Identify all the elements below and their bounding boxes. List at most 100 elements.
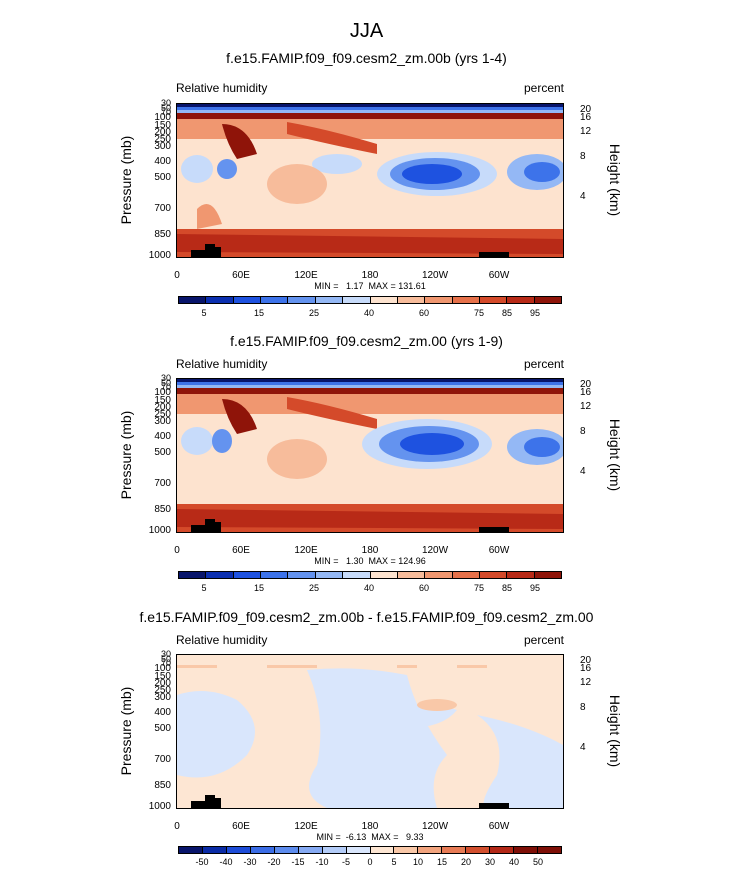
- cbar-3-label: 0: [367, 857, 373, 867]
- cbar-1-label: 25: [308, 308, 319, 318]
- panel-1-ptick-500: 500: [154, 172, 171, 183]
- panel-3-ptick-300: 300: [154, 692, 171, 703]
- cbar-1-swatch: [179, 297, 207, 303]
- panel-1-xtick-60w: 60W: [488, 270, 510, 281]
- cbar-1-label: 15: [253, 308, 264, 318]
- panel-3-ptick-1000: 1000: [148, 801, 171, 812]
- panel-1-ptick-50: 50: [160, 103, 171, 113]
- cbar-3-swatch: [418, 847, 443, 853]
- cbar-2-label: 15: [253, 583, 264, 593]
- panel-2-htick-4: 4: [580, 466, 586, 477]
- cbar-1-swatch: [370, 297, 398, 303]
- panel-3-stats: MIN = -6.13 MAX = 9.33: [316, 832, 424, 842]
- panel-1-ptick-100: 100: [154, 112, 171, 123]
- cbar-3-swatch: [442, 847, 467, 853]
- panel-3-ptick-250: 250: [154, 685, 171, 696]
- cbar-3-swatch: [250, 847, 275, 853]
- cbar-3-label: -15: [291, 857, 305, 867]
- panel-1-xtick-0: 0: [174, 270, 180, 281]
- cbar-1-swatch: [479, 297, 508, 303]
- cbar-3-label: -20: [267, 857, 281, 867]
- cbar-3-swatch: [490, 847, 515, 853]
- cbar-3-label: 5: [391, 857, 397, 867]
- cbar-2-swatch: [397, 572, 426, 578]
- panel-2-xtick-60e: 60E: [232, 545, 250, 556]
- panel-1-y2-axis-title: Height (km): [607, 143, 623, 217]
- panel-2-ptick-50: 50: [160, 378, 171, 388]
- panel-1-htick-12: 12: [580, 126, 592, 137]
- panel-2-ptick-70: 70: [160, 382, 171, 392]
- cbar-3-swatch: [370, 847, 395, 853]
- cbar-3-label: -5: [341, 857, 350, 867]
- panel-2-ptick-150: 150: [154, 395, 171, 406]
- cbar-3-label: -30: [243, 857, 257, 867]
- panel-3-y2-axis-title: Height (km): [607, 694, 623, 768]
- panel-1-ptick-top: 30: [160, 98, 171, 108]
- panel-1-ptick-700: 700: [154, 203, 171, 214]
- cbar-1-swatch: [206, 297, 234, 303]
- panel-2-ptick-700: 700: [154, 478, 171, 489]
- cbar-2-label: 60: [418, 583, 429, 593]
- panel-2-htick-12: 12: [580, 401, 592, 412]
- panel-3-ptick-150: 150: [154, 671, 171, 682]
- cbar-3-swatch: [538, 847, 561, 853]
- panel-1-htick-20: 20: [580, 104, 592, 115]
- cbar-3-label: 10: [412, 857, 423, 867]
- panel-3-xtick-0: 0: [174, 821, 180, 832]
- cbar-2-swatch: [452, 572, 480, 578]
- panel-1-ptick-400: 400: [154, 156, 171, 167]
- panel-2-plot-area: [176, 378, 564, 533]
- cbar-2-label: 5: [201, 583, 207, 593]
- panel-2-ptick-500: 500: [154, 447, 171, 458]
- cbar-2-swatch: [370, 572, 398, 578]
- panel-2-ptick-200: 200: [154, 402, 171, 413]
- cbar-2-swatch: [261, 572, 289, 578]
- panel-1-ptick-300: 300: [154, 141, 171, 152]
- panel-2-ptick-top: 30: [160, 373, 171, 383]
- cbar-1-label: 85: [501, 308, 512, 318]
- cbar-3-label: 50: [532, 857, 543, 867]
- cbar-3-swatch: [466, 847, 491, 853]
- panel-2-title: f.e15.FAMIP.f09_f09.cesm2_zm.00 (yrs 1-9…: [230, 333, 503, 349]
- panel-3-y-axis-title: Pressure (mb): [118, 686, 134, 776]
- panel-1-htick-16: 16: [580, 112, 592, 123]
- panel-2-ptick-250: 250: [154, 409, 171, 420]
- cbar-3-label: -50: [195, 857, 209, 867]
- cbar-3-swatch: [202, 847, 227, 853]
- panel-1-ptick-850: 850: [154, 229, 171, 240]
- cbar-1-swatch: [233, 297, 262, 303]
- panel-1-xtick-60e: 60E: [232, 270, 250, 281]
- panel-1-y-axis-title: Pressure (mb): [118, 135, 134, 225]
- cbar-1-swatch: [343, 297, 371, 303]
- panel-1-title: f.e15.FAMIP.f09_f09.cesm2_zm.00b (yrs 1-…: [226, 50, 507, 66]
- panel-1-plot-area: [176, 103, 564, 258]
- panel-2-y-axis-title: Pressure (mb): [118, 410, 134, 500]
- cbar-1-swatch: [425, 297, 453, 303]
- panel-3-xtick-60w: 60W: [488, 821, 510, 832]
- cbar-2-swatch: [206, 572, 234, 578]
- panel-2-stats: MIN = 1.30 MAX = 124.96: [314, 556, 426, 566]
- cbar-3-swatch: [179, 847, 203, 853]
- panel-3-ptick-100: 100: [154, 663, 171, 674]
- panel-1-stats: MIN = 1.17 MAX = 131.61: [314, 281, 426, 291]
- panel-2-xtick-0: 0: [174, 545, 180, 556]
- panel-3-colorbar: [178, 846, 562, 854]
- cbar-3-label: -40: [219, 857, 233, 867]
- panel-3-ptick-500: 500: [154, 723, 171, 734]
- panel-1-ptick-200: 200: [154, 127, 171, 138]
- cbar-2-label: 95: [529, 583, 540, 593]
- panel-3-htick-20: 20: [580, 655, 592, 666]
- cbar-3-label: 15: [436, 857, 447, 867]
- cbar-1-swatch: [452, 297, 480, 303]
- panel-1-xtick-180: 180: [361, 270, 379, 281]
- cbar-3-swatch: [322, 847, 347, 853]
- panel-1-xtick-120e: 120E: [294, 270, 318, 281]
- cbar-3-label: 30: [484, 857, 495, 867]
- panel-2-ptick-1000: 1000: [148, 525, 171, 536]
- panel-2-xtick-60w: 60W: [488, 545, 510, 556]
- cbar-1-label: 95: [529, 308, 540, 318]
- panel-3-ptick-200: 200: [154, 678, 171, 689]
- panel-2-htick-8: 8: [580, 426, 586, 437]
- panel-3-title: f.e15.FAMIP.f09_f09.cesm2_zm.00b - f.e15…: [139, 609, 594, 625]
- cbar-3-swatch: [274, 847, 299, 853]
